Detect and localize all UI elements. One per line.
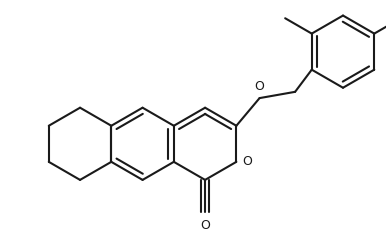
Text: O: O [200,219,210,232]
Text: O: O [242,155,252,168]
Text: O: O [255,80,265,93]
